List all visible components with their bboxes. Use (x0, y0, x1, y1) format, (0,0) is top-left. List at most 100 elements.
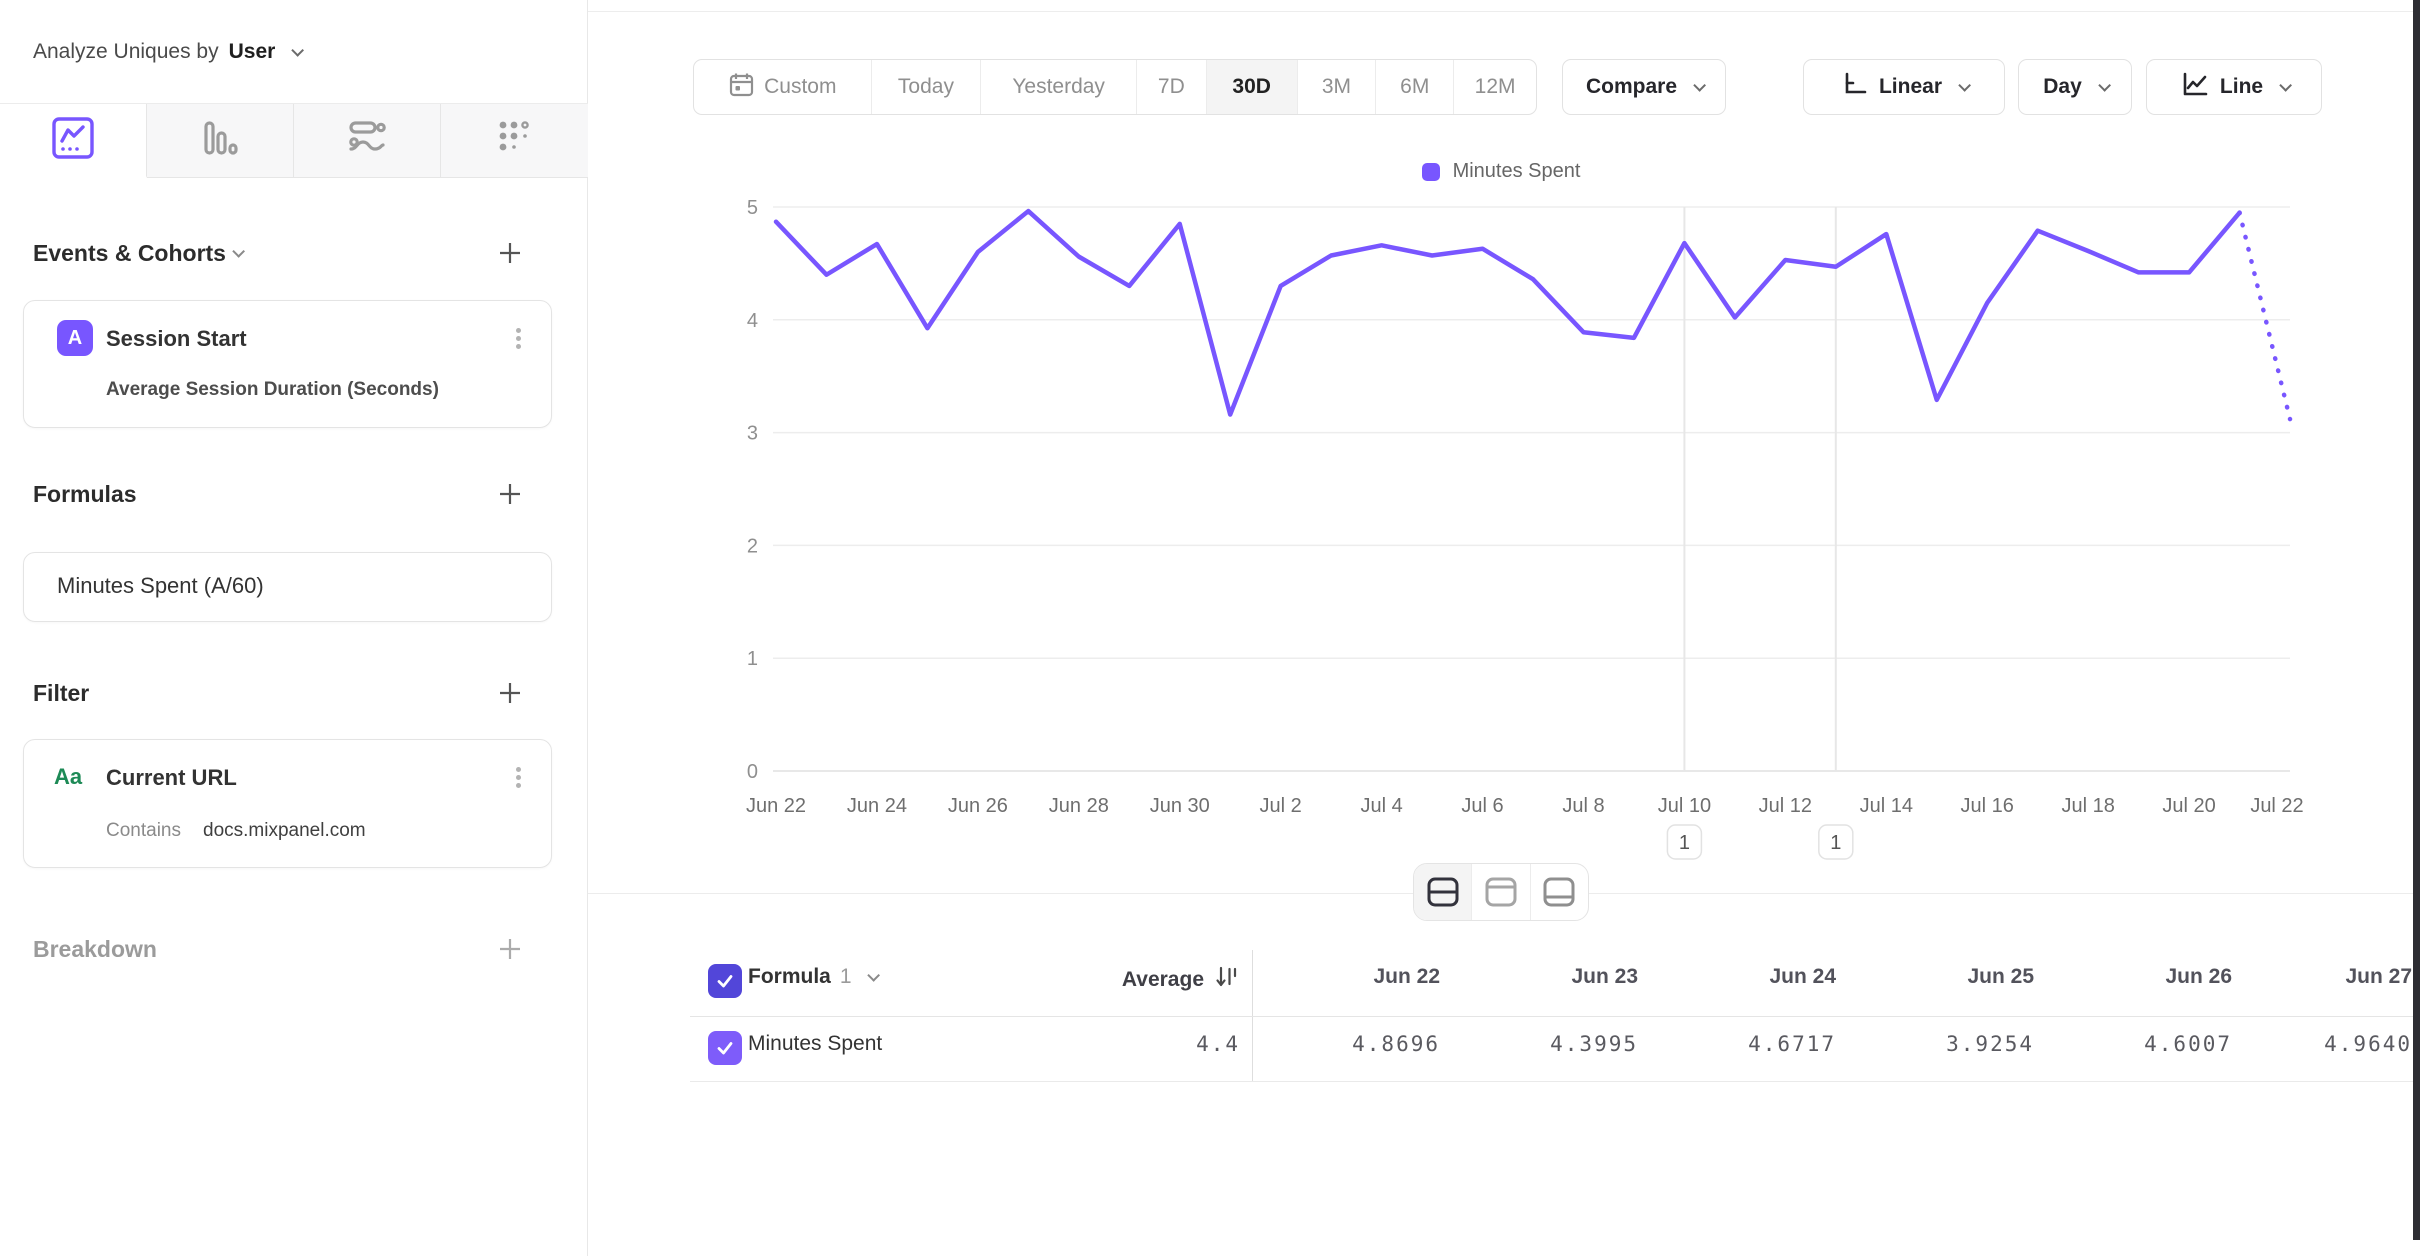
filter-operator[interactable]: Contains (106, 820, 181, 841)
x-tick-label: Jun 24 (847, 795, 907, 817)
table-row: Minutes Spent 4.4 4.8696 4.3995 4.6717 3.92… (588, 1016, 2420, 1081)
layout-split-view-button[interactable] (1414, 864, 1473, 920)
formulas-section-title: Formulas (33, 481, 137, 507)
annotation-count: 1 (1830, 832, 1841, 854)
y-tick-label: 5 (747, 197, 758, 219)
annotation-badge[interactable] (1818, 824, 1854, 860)
date-range-12m[interactable]: 12M (1474, 75, 1516, 98)
annotation-count: 1 (1679, 832, 1690, 854)
annotation-badge[interactable] (1666, 824, 1703, 860)
formula-expression[interactable]: Minutes Spent (A/60) (57, 573, 264, 598)
y-tick-label: 4 (747, 310, 758, 332)
table-header-divider (690, 1016, 2420, 1017)
filter-property-name[interactable]: Current URL (106, 765, 237, 790)
average-column-header[interactable]: Average (1122, 964, 1240, 995)
date-column-header: Jun 24 (1769, 965, 1836, 988)
interval-selector-button[interactable]: Day (2018, 59, 2132, 115)
add-filter-button[interactable] (497, 680, 523, 706)
x-tick-label: Jul 4 (1360, 795, 1402, 817)
report-type-tabbar (0, 103, 588, 178)
x-tick-label: Jul 10 (1658, 795, 1711, 817)
layout-chart-only-button[interactable] (1472, 864, 1531, 920)
line-chart[interactable]: 0 1 2 3 4 5 1 1 Jun 22 Jun 24 Jun 26 Jun 28 Jun 30 Ju… (710, 195, 2420, 875)
bar-chart-icon (199, 117, 241, 164)
chevron-down-icon (1693, 78, 1707, 92)
date-range-7d[interactable]: 7D (1137, 60, 1207, 114)
x-tick-label: Jul 14 (1860, 795, 1913, 817)
events-cohorts-section-title[interactable]: Events & Cohorts (33, 240, 245, 267)
scale-selector-button[interactable]: Linear (1803, 59, 2005, 115)
add-event-button[interactable] (497, 240, 523, 266)
x-tick-label: Jul 6 (1461, 795, 1503, 817)
tab-flows[interactable] (294, 104, 441, 177)
query-builder-sidebar: Analyze Uniques by User (0, 0, 588, 1256)
axis-scale-icon (1841, 70, 1869, 104)
x-tick-label: Jul 22 (2250, 795, 2303, 817)
filter-card-current-url[interactable]: Aa Current URL Contains docs.mixpanel.com (23, 739, 552, 868)
filter-value[interactable]: docs.mixpanel.com (203, 820, 366, 841)
retention-grid-icon (494, 117, 536, 164)
y-tick-label: 2 (747, 535, 758, 557)
date-range-yesterday[interactable]: Yesterday (981, 60, 1137, 114)
formula-header-dropdown[interactable]: Formula 1 (748, 965, 880, 989)
event-letter-badge: A (57, 320, 93, 356)
date-range-today[interactable]: Today (872, 60, 982, 114)
tab-insights[interactable] (0, 104, 147, 178)
y-tick-label: 3 (747, 423, 758, 445)
filter-condition[interactable]: Contains docs.mixpanel.com (106, 820, 366, 842)
chart-type-selector-button[interactable]: Line (2146, 59, 2322, 115)
event-aggregation[interactable]: Average Session Duration (Seconds) (106, 379, 439, 400)
date-range-control: Custom Today Yesterday 7D 30D 3M 6M 12M (693, 59, 1537, 115)
analyze-value-dropdown[interactable]: User (228, 40, 276, 63)
date-range-30d[interactable]: 30D (1206, 60, 1298, 114)
chevron-down-icon (866, 968, 880, 982)
event-overflow-menu[interactable] (514, 325, 522, 352)
layout-toggle-control (1413, 863, 1589, 921)
event-card-session-start[interactable]: A Session Start Average Session Duration… (23, 300, 552, 428)
date-column-header: Jun 23 (1571, 965, 1638, 988)
date-column-header: Jun 27 (2345, 965, 2412, 988)
cell-value: 4.6717 (1748, 1032, 1836, 1056)
tab-funnels[interactable] (147, 104, 294, 177)
add-breakdown-button[interactable] (497, 936, 523, 962)
table-column-separator (1252, 950, 1253, 1081)
compare-button[interactable]: Compare (1562, 59, 1726, 115)
x-tick-label: Jun 30 (1150, 795, 1210, 817)
breakdown-section-title: Breakdown (33, 936, 157, 962)
x-tick-label: Jun 22 (746, 795, 806, 817)
x-tick-label: Jul 18 (2061, 795, 2114, 817)
series-line-incomplete (2237, 210, 2293, 422)
x-tick-label: Jul 2 (1260, 795, 1302, 817)
event-title[interactable]: Session Start (106, 326, 247, 351)
date-column-header: Jun 22 (1373, 965, 1440, 988)
series-line[interactable] (773, 208, 2242, 417)
cell-value: 4.3995 (1550, 1032, 1638, 1056)
cell-value: 4.8696 (1352, 1032, 1440, 1056)
row-visibility-checkbox[interactable] (708, 1031, 742, 1065)
x-tick-label: Jun 26 (948, 795, 1008, 817)
x-tick-label: Jul 20 (2162, 795, 2215, 817)
formula-card[interactable]: Minutes Spent (A/60) (23, 552, 552, 622)
layout-table-only-button[interactable] (1531, 864, 1588, 920)
chevron-down-icon[interactable] (291, 43, 305, 57)
top-border (0, 11, 2413, 12)
chevron-down-icon (2098, 78, 2111, 92)
select-all-checkbox[interactable] (708, 964, 742, 998)
cell-value: 4.9640 (2324, 1032, 2412, 1056)
y-tick-label: 0 (747, 761, 758, 783)
date-range-3m[interactable]: 3M (1298, 60, 1377, 114)
vertical-scrollbar[interactable] (2413, 0, 2420, 1240)
analyze-label: Analyze Uniques by (33, 40, 219, 63)
flows-icon (345, 116, 389, 165)
sort-icon (1214, 964, 1240, 995)
chart-legend[interactable]: Minutes Spent (588, 160, 2414, 183)
add-formula-button[interactable] (497, 481, 523, 507)
date-range-6m[interactable]: 6M (1376, 60, 1455, 114)
date-range-custom[interactable]: Custom (694, 60, 872, 114)
row-average-value: 4.4 (1196, 1032, 1240, 1056)
tab-retention[interactable] (441, 104, 588, 177)
x-tick-label: Jul 16 (1961, 795, 2014, 817)
filter-overflow-menu[interactable] (514, 764, 522, 791)
legend-color-chip (1421, 162, 1440, 181)
